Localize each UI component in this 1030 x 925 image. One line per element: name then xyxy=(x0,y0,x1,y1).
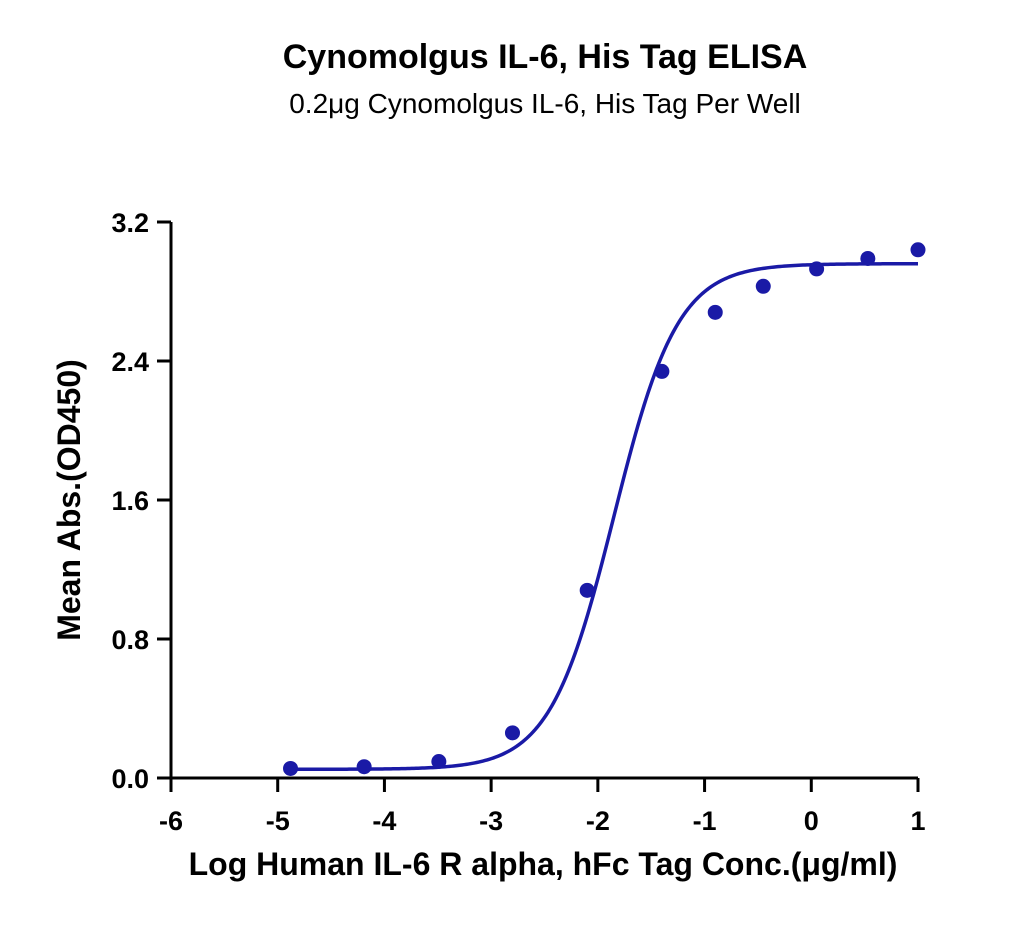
fit-curve xyxy=(290,261,918,772)
x-tick-label: -3 xyxy=(479,806,503,836)
data-point xyxy=(809,261,825,277)
y-tick-label: 3.2 xyxy=(111,208,149,238)
x-tick-label: -1 xyxy=(693,806,717,836)
x-tick-label: -4 xyxy=(372,806,396,836)
x-tick-label: 0 xyxy=(804,806,819,836)
data-point xyxy=(504,725,520,741)
y-tick-label: 1.6 xyxy=(111,486,149,516)
chart-subtitle: 0.2μg Cynomolgus IL-6, His Tag Per Well xyxy=(289,88,801,119)
y-tick-label: 0.8 xyxy=(111,625,149,655)
fit-curve-layer xyxy=(290,261,918,772)
data-point xyxy=(707,304,723,320)
data-point xyxy=(910,242,926,258)
data-points-layer xyxy=(283,242,926,776)
x-tick-label: -5 xyxy=(266,806,290,836)
x-tick-label: -6 xyxy=(159,806,183,836)
data-point xyxy=(860,250,876,266)
data-point xyxy=(579,582,595,598)
y-axis-label: Mean Abs.(OD450) xyxy=(51,359,87,641)
data-point xyxy=(755,278,771,294)
data-point xyxy=(431,753,447,769)
y-tick-label: 2.4 xyxy=(111,347,149,377)
data-point xyxy=(654,363,670,379)
x-tick-label: 1 xyxy=(910,806,925,836)
y-tick-label: 0.0 xyxy=(111,764,149,794)
axes: 0.0 0.8 1.6 2.4 3.2 -6 -5 -4 -3 -2 -1 0 1 xyxy=(111,208,925,836)
x-axis-label: Log Human IL-6 R alpha, hFc Tag Conc.(μg… xyxy=(189,846,898,882)
x-tick-label: -2 xyxy=(586,806,610,836)
data-point xyxy=(356,759,372,775)
chart-title: Cynomolgus IL-6, His Tag ELISA xyxy=(282,38,808,76)
data-point xyxy=(283,760,299,776)
